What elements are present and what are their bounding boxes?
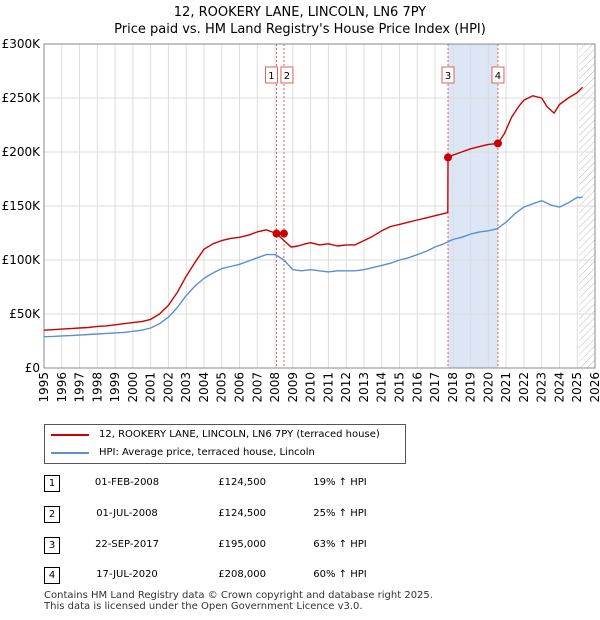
transaction-date: 01-JUL-2008 [96, 508, 158, 519]
x-tick-label: 2004 [197, 372, 211, 403]
x-tick-label: 2021 [499, 372, 513, 403]
x-tick-label: 2025 [570, 372, 584, 403]
transaction-label-box [491, 66, 505, 84]
chart-title: 12, ROOKERY LANE, LINCOLN, LN6 7PY [173, 5, 427, 20]
x-tick-label: 1997 [73, 372, 87, 403]
footer-license: This data is licensed under the Open Gov… [44, 601, 363, 612]
x-tick-label: 2006 [233, 372, 247, 403]
series-line-property [43, 86, 584, 331]
transaction-label-text: 3 [445, 71, 451, 82]
transaction-price: £195,000 [218, 539, 266, 550]
price-chart: 1 2 3 4 £0 £50K £100K £150K £200K £250K £300K 1995 1… [2, 37, 600, 403]
transaction-row: 3 22-SEP-2017 £195,000 63% ↑ HPI [0, 536, 600, 556]
x-tick-label: 2022 [517, 372, 531, 403]
x-tick-label: 1995 [37, 372, 51, 403]
y-tick-label: £50K [9, 307, 41, 321]
x-tick-label: 2019 [464, 372, 478, 403]
transaction-label: 2 [280, 66, 294, 84]
transaction-label-text: 2 [284, 71, 290, 82]
transaction-row: 4 17-JUL-2020 £208,000 60% ↑ HPI [0, 566, 600, 586]
x-tick-label: 2026 [588, 372, 600, 403]
transaction-point [493, 139, 502, 148]
x-tick-label: 2000 [126, 372, 140, 403]
x-tick-label: 2016 [410, 372, 424, 403]
x-tick-label: 2020 [481, 372, 495, 403]
transaction-row: 1 01-FEB-2008 £124,500 19% ↑ HPI [0, 474, 600, 494]
transaction-price: £124,500 [218, 477, 266, 488]
legend-label-hpi: HPI: Average price, terraced house, Linc… [99, 447, 315, 458]
footer-copyright: Contains HM Land Registry data © Crown c… [44, 590, 433, 601]
transaction-date: 22-SEP-2017 [95, 539, 159, 550]
y-tick-label: £150K [2, 199, 42, 213]
y-tick-label: £200K [2, 145, 42, 159]
x-tick-label: 2008 [268, 372, 282, 403]
legend-swatch-hpi [51, 452, 89, 454]
x-tick-label: 2013 [357, 372, 371, 403]
transaction-label-box [264, 66, 278, 84]
transaction-hpi-change: 19% ↑ HPI [313, 477, 367, 488]
x-tick-label: 2015 [392, 372, 406, 403]
x-tick-label: 2024 [552, 372, 566, 403]
x-tick-label: 2002 [161, 372, 175, 403]
transaction-number: 4 [44, 567, 60, 584]
series-line-hpi [43, 196, 583, 338]
x-tick-label: 2001 [144, 372, 158, 403]
x-tick-label: 2010 [304, 372, 318, 403]
x-tick-label: 1996 [55, 372, 69, 403]
x-tick-label: 2014 [375, 372, 389, 403]
legend-swatch-property [51, 434, 89, 436]
transaction-price: £124,500 [218, 508, 266, 519]
transaction-label-box [441, 66, 455, 84]
legend: 12, ROOKERY LANE, LINCOLN, LN6 7PY (terr… [44, 424, 406, 464]
transaction-price: £208,000 [218, 569, 266, 580]
transaction-label: 3 [441, 66, 455, 84]
transaction-number: 2 [44, 506, 60, 523]
x-tick-label: 2009 [286, 372, 300, 403]
y-tick-label: £100K [2, 253, 42, 267]
transaction-date: 01-FEB-2008 [94, 477, 160, 488]
y-tick-label: £300K [2, 37, 42, 51]
transaction-label: 4 [491, 66, 505, 84]
transaction-point [279, 229, 288, 238]
x-tick-label: 2007 [250, 372, 264, 403]
transaction-point [272, 229, 281, 238]
transaction-hpi-change: 63% ↑ HPI [313, 539, 367, 550]
transaction-date: 17-JUL-2020 [96, 569, 158, 580]
legend-label-property: 12, ROOKERY LANE, LINCOLN, LN6 7PY (terr… [99, 429, 380, 440]
transaction-hpi-change: 25% ↑ HPI [313, 508, 367, 519]
transaction-number: 1 [44, 475, 60, 492]
x-tick-label: 2005 [215, 372, 229, 403]
transaction-hpi-change: 60% ↑ HPI [313, 569, 367, 580]
x-tick-label: 2011 [321, 372, 335, 403]
transaction-label: 1 [264, 66, 278, 84]
transaction-point [444, 153, 453, 162]
transaction-number: 3 [44, 537, 60, 554]
y-tick-label: £250K [2, 91, 42, 105]
x-tick-label: 2003 [179, 372, 193, 403]
transaction-label-box [280, 66, 294, 84]
transaction-label-text: 4 [495, 71, 501, 82]
x-tick-label: 1998 [90, 372, 104, 403]
x-tick-label: 1999 [108, 372, 122, 403]
chart-subtitle: Price paid vs. HM Land Registry's House … [114, 22, 486, 37]
x-tick-label: 2017 [428, 372, 442, 403]
transaction-label-text: 1 [268, 71, 274, 82]
x-tick-label: 2018 [446, 372, 460, 403]
plot-border [43, 43, 596, 369]
x-tick-label: 2012 [339, 372, 353, 403]
x-tick-label: 2023 [535, 372, 549, 403]
y-tick-label: £0 [25, 361, 40, 375]
transaction-row: 2 01-JUL-2008 £124,500 25% ↑ HPI [0, 505, 600, 525]
